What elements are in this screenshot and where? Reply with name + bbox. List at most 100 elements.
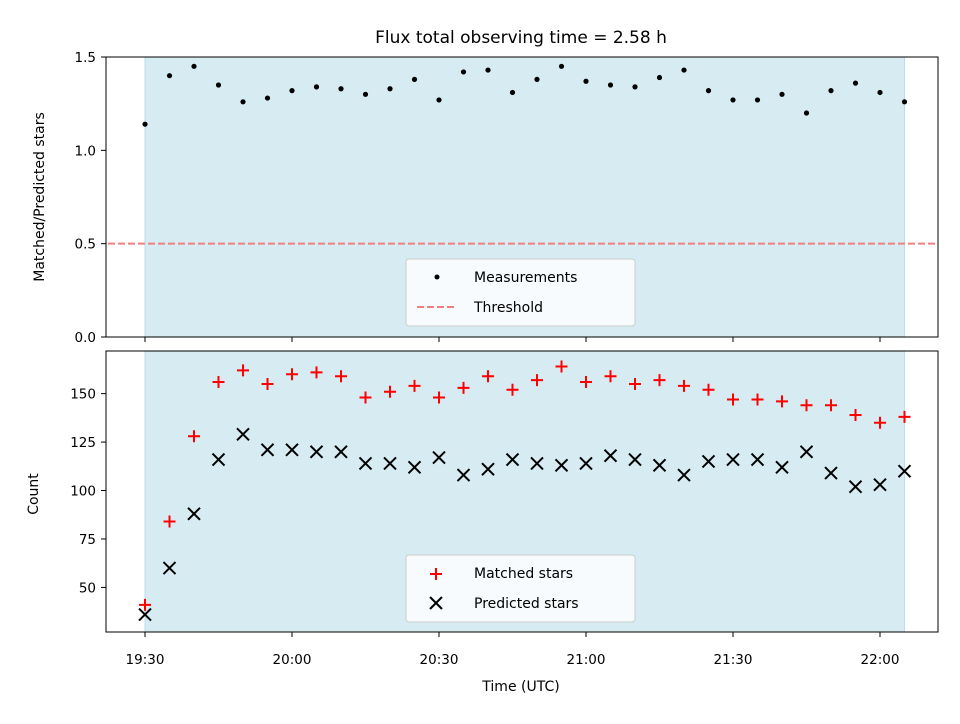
measurement-point <box>485 67 491 73</box>
x-tick-label: 22:00 <box>861 652 900 668</box>
bottom-panel: 50 75 100 125 150 19:30 20:00 20:30 21:00 21:30 2… <box>26 350 939 695</box>
matched-star-point <box>825 399 837 412</box>
legend-marker-measurements <box>434 274 440 280</box>
measurement-point <box>387 86 393 92</box>
matched-star-point <box>727 393 739 406</box>
predicted-star-point <box>824 466 838 480</box>
matched-star-point <box>555 360 568 373</box>
predicted-star-point <box>775 460 789 474</box>
predicted-star-point <box>211 452 226 467</box>
x-tick-label: 21:30 <box>714 652 753 668</box>
matched-star-point <box>457 381 470 394</box>
y-tick-label: 0.5 <box>75 237 96 253</box>
predicted-star-point <box>236 427 250 442</box>
measurement-point <box>558 63 565 69</box>
predicted-star-point <box>162 561 177 575</box>
count-points <box>138 360 912 622</box>
predicted-star-point <box>481 462 495 476</box>
predicted-star-point <box>138 607 152 622</box>
measurement-point <box>803 110 810 116</box>
measurement-point <box>877 89 883 96</box>
measurement-point <box>264 95 271 101</box>
matched-star-point <box>849 408 862 421</box>
measurement-point <box>460 69 467 75</box>
legend-label-threshold: Threshold <box>473 300 543 316</box>
matched-star-point <box>261 377 274 390</box>
predicted-star-point <box>334 445 348 459</box>
chart-title: Flux total observing time = 2.58 h <box>375 28 667 48</box>
y-tick-label: 100 <box>70 484 96 500</box>
measurement-point <box>583 78 589 84</box>
predicted-star-point <box>603 448 618 463</box>
matched-star-point <box>237 364 249 377</box>
x-tick-label: 19:30 <box>126 652 165 668</box>
measurement-point <box>632 84 638 90</box>
y-tick-label: 150 <box>70 387 96 403</box>
top-panel: 0.0 0.5 1.0 1.5 Matched/Predicted stars Mea… <box>32 50 939 346</box>
matched-star-point <box>286 368 298 381</box>
matched-star-point <box>751 393 764 406</box>
matched-star-point <box>678 379 690 392</box>
measurement-points <box>108 63 936 245</box>
predicted-star-point <box>505 452 520 467</box>
predicted-star-point <box>726 452 740 467</box>
top-y-axis-label: Matched/Predicted stars <box>32 112 48 282</box>
matched-star-point <box>629 377 641 390</box>
measurement-point <box>828 88 834 94</box>
measurement-point <box>289 88 295 94</box>
top-legend-box <box>405 258 636 327</box>
measurement-point <box>681 67 687 73</box>
predicted-star-point <box>750 452 765 467</box>
measurement-point <box>362 91 369 97</box>
predicted-star-point <box>652 458 667 473</box>
measurement-point <box>534 76 540 82</box>
bottom-x-axis: 19:30 20:00 20:30 21:00 21:30 22:00 <box>126 632 900 668</box>
bottom-y-axis-label: Count <box>26 473 42 515</box>
matched-star-point <box>898 410 911 423</box>
measurement-point <box>509 89 516 96</box>
measurement-point <box>338 86 344 92</box>
matched-star-point <box>482 370 494 383</box>
predicted-star-point <box>285 443 299 457</box>
legend-label-measurements: Measurements <box>474 270 577 286</box>
measurement-point <box>705 88 712 94</box>
matched-star-point <box>335 370 347 383</box>
x-tick-label: 20:30 <box>420 652 459 668</box>
top-x-axis <box>144 337 881 342</box>
predicted-star-point <box>579 456 593 471</box>
matched-star-point <box>874 416 886 429</box>
measurement-point <box>166 73 173 79</box>
x-tick-label: 20:00 <box>273 652 312 668</box>
bottom-y-axis: 50 75 100 125 150 <box>70 387 106 596</box>
predicted-star-point <box>432 450 446 465</box>
matched-star-point <box>384 385 396 398</box>
measurement-point <box>215 82 222 88</box>
matched-star-point <box>580 376 592 389</box>
predicted-star-point <box>554 458 569 473</box>
predicted-star-point <box>530 456 544 471</box>
x-tick-label: 21:00 <box>567 652 606 668</box>
matched-star-point <box>310 366 323 379</box>
matched-star-point <box>433 391 445 404</box>
measurement-point <box>754 97 761 103</box>
matched-star-point <box>359 391 372 404</box>
predicted-star-point <box>383 456 397 471</box>
matched-star-point <box>506 383 519 396</box>
predicted-star-point <box>260 443 275 457</box>
measurement-point <box>901 99 908 105</box>
matched-star-point <box>139 598 151 611</box>
predicted-star-point <box>456 468 471 482</box>
measurement-point <box>240 99 246 105</box>
y-tick-label: 1.5 <box>75 50 96 66</box>
y-tick-label: 125 <box>70 435 96 451</box>
predicted-star-point <box>897 464 912 478</box>
measurement-point <box>656 74 663 81</box>
bottom-legend-box <box>405 554 636 623</box>
bottom-legend: Matched stars Predicted stars <box>405 554 636 623</box>
measurement-point <box>730 97 736 103</box>
x-axis-label: Time (UTC) <box>481 679 559 695</box>
predicted-star-point <box>677 468 691 482</box>
measurement-point <box>191 63 197 69</box>
measurement-point <box>411 76 418 82</box>
predicted-star-point <box>407 460 422 474</box>
